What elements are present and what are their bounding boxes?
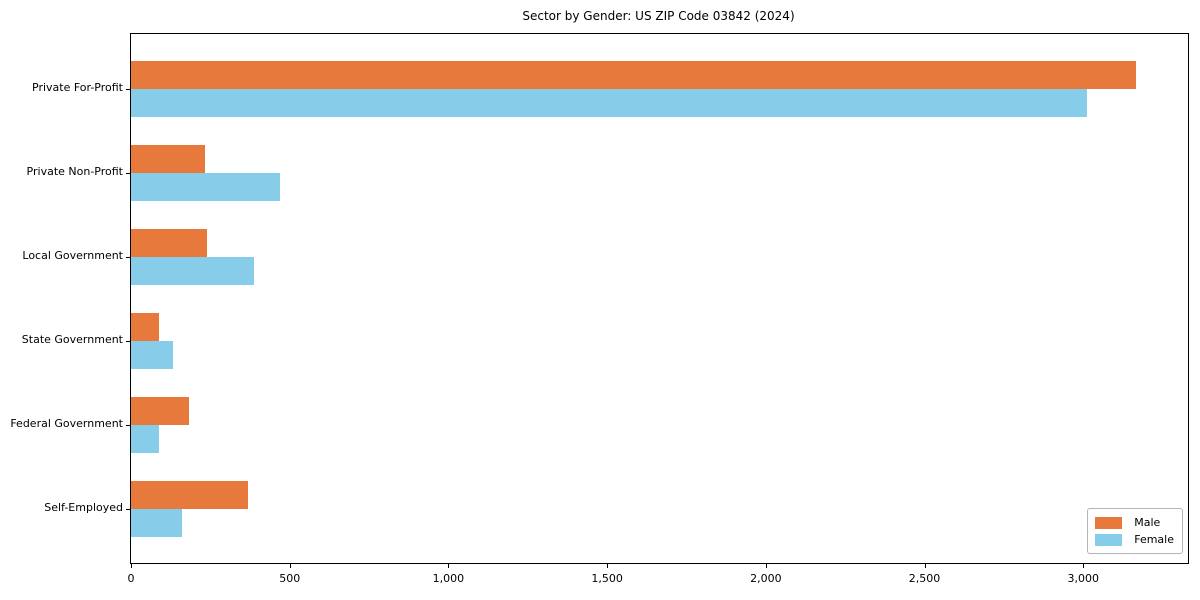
y-tick-mark xyxy=(126,341,130,342)
bar-male-private-for-profit xyxy=(131,61,1136,89)
legend: Male Female xyxy=(1087,508,1183,554)
plot-area: 0 500 1,000 1,500 2,000 2,500 3,000 Male Female xyxy=(126,33,1189,585)
y-tick-label-local-government: Local Government xyxy=(22,249,123,262)
x-tick-label-1-500: 1,500 xyxy=(591,572,623,585)
x-tick-mark xyxy=(607,564,609,568)
chart-title: Sector by Gender: US ZIP Code 03842 (202… xyxy=(522,9,795,23)
y-tick-label-private-for-profit: Private For-Profit xyxy=(32,81,123,94)
x-tick-label-2-500: 2,500 xyxy=(908,572,941,585)
y-tick-label-federal-government: Federal Government xyxy=(10,417,123,430)
x-tick-label-500: 500 xyxy=(279,572,301,585)
bar-female-state-government xyxy=(131,341,174,369)
bar-female-private-for-profit xyxy=(131,89,1088,117)
x-tick-mark xyxy=(448,564,450,568)
x-tick-mark xyxy=(924,564,926,568)
y-tick-label-self-employed: Self-Employed xyxy=(44,501,123,514)
y-tick-mark xyxy=(126,173,130,174)
x-tick-mark xyxy=(765,564,767,568)
legend-entry-male: Male xyxy=(1095,514,1174,531)
y-axis-labels: Private For-Profit Private Non-Profit Loca… xyxy=(0,33,123,562)
x-tick-mark xyxy=(289,564,291,568)
y-tick-mark xyxy=(126,509,130,510)
x-tick-label-1-000: 1,000 xyxy=(432,572,465,585)
legend-entry-female: Female xyxy=(1095,531,1174,548)
legend-label-female: Female xyxy=(1134,532,1174,546)
bar-male-private-non-profit xyxy=(131,145,205,173)
y-tick-mark xyxy=(126,257,130,258)
y-tick-label-private-non-profit: Private Non-Profit xyxy=(26,165,123,178)
bar-female-self-employed xyxy=(131,509,183,537)
x-tick-label-3-000: 3,000 xyxy=(1067,572,1100,585)
bar-female-private-non-profit xyxy=(131,173,280,201)
bar-male-self-employed xyxy=(131,481,248,509)
x-tick-label-2-000: 2,000 xyxy=(750,572,782,585)
x-tick-mark xyxy=(1083,564,1085,568)
x-tick-label-0: 0 xyxy=(127,572,135,585)
legend-swatch-female xyxy=(1095,533,1123,546)
bar-female-local-government xyxy=(131,257,254,285)
y-tick-mark xyxy=(126,89,130,90)
legend-swatch-male xyxy=(1095,516,1123,529)
bar-female-federal-government xyxy=(131,425,159,453)
bar-male-federal-government xyxy=(131,397,190,425)
bar-male-state-government xyxy=(131,313,159,341)
y-tick-label-state-government: State Government xyxy=(21,333,123,346)
y-tick-mark xyxy=(126,425,130,426)
bar-male-local-government xyxy=(131,229,208,257)
legend-label-male: Male xyxy=(1134,515,1161,529)
x-tick-mark xyxy=(131,564,132,568)
